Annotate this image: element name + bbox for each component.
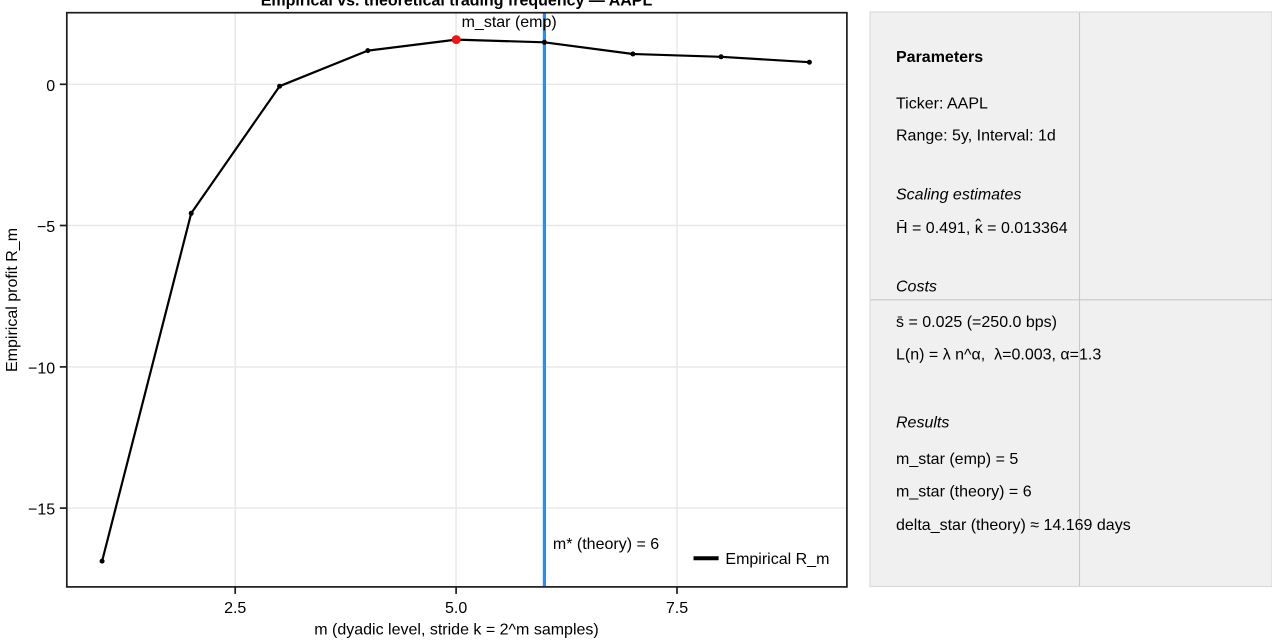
svg-text:m_star (emp) = 5: m_star (emp) = 5 [896, 451, 1018, 468]
svg-text:Scaling estimates: Scaling estimates [896, 187, 1021, 204]
svg-text:2.5: 2.5 [224, 600, 246, 617]
svg-text:−15: −15 [28, 502, 55, 519]
svg-text:Range: 5y, Interval: 1d: Range: 5y, Interval: 1d [896, 128, 1056, 145]
svg-text:Empirical profit R_m: Empirical profit R_m [4, 228, 21, 372]
svg-text:m_star (theory) = 6: m_star (theory) = 6 [896, 484, 1032, 501]
svg-text:Empirical R_m: Empirical R_m [725, 551, 829, 568]
svg-text:m_star (emp): m_star (emp) [462, 14, 557, 31]
svg-text:s̄ = 0.025 (=250.0 bps): s̄ = 0.025 (=250.0 bps) [896, 314, 1057, 331]
svg-text:Ticker: AAPL: Ticker: AAPL [896, 96, 988, 113]
svg-text:5.0: 5.0 [445, 600, 467, 617]
svg-text:7.5: 7.5 [666, 600, 688, 617]
svg-text:delta_star (theory) ≈ 14.169 d: delta_star (theory) ≈ 14.169 days [896, 517, 1131, 534]
svg-text:Parameters: Parameters [896, 49, 983, 66]
svg-text:0: 0 [46, 78, 55, 95]
svg-text:L(n) = λ n^α, λ=0.003, α=1.3: L(n) = λ n^α, λ=0.003, α=1.3 [896, 346, 1101, 363]
svg-text:m (dyadic level, stride k = 2^: m (dyadic level, stride k = 2^m samples) [314, 622, 598, 639]
svg-text:−5: −5 [37, 219, 55, 236]
svg-text:Costs: Costs [896, 279, 937, 296]
svg-text:H̄ = 0.491, κ = 0.013364: H̄ = 0.491, κ = 0.013364 [896, 220, 1068, 237]
svg-text:Results: Results [896, 414, 949, 431]
svg-text:m* (theory) = 6: m* (theory) = 6 [553, 536, 659, 553]
svg-text:−10: −10 [28, 360, 55, 377]
svg-text:Empirical vs. theoretical trad: Empirical vs. theoretical trading freque… [261, 0, 653, 10]
svg-text:ˆ: ˆ [975, 216, 981, 236]
